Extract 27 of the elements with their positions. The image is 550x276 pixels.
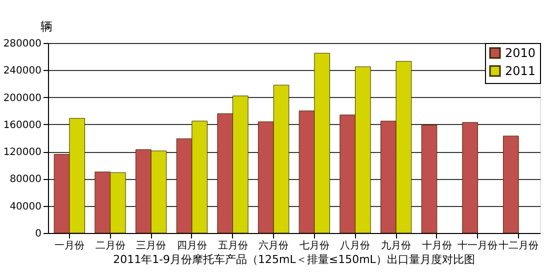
y-tick-label: 280000 [3, 38, 42, 50]
text: 2011年1-9月份摩托车产品（125mL＜排量≤150mL）出口量月度对比图 [113, 253, 475, 266]
y-tick-label: 200000 [3, 92, 42, 104]
y-tick-label: 80000 [10, 174, 42, 186]
x-tick-label: 六月份 [258, 240, 289, 252]
x-tick-label: 十二月份 [498, 240, 539, 252]
y-tick-label: 120000 [3, 147, 42, 158]
y-tick-label: 160000 [3, 120, 42, 131]
x-tick-label: 三月份 [136, 240, 166, 252]
x-tick-label: 十一月份 [458, 240, 498, 252]
legend-label: 2011 [505, 64, 536, 78]
bar [503, 136, 519, 234]
x-tick-label: 五月份 [218, 240, 248, 252]
y-axis-title: 辆 [40, 20, 52, 34]
x-tick-label: 二月份 [95, 240, 126, 252]
x-tick-label: 一月份 [54, 240, 84, 252]
x-tick-label: 七月份 [299, 240, 330, 252]
y-tick-label: 0 [35, 228, 42, 240]
x-tick-label: 八月份 [340, 240, 370, 252]
y-tick-label: 240000 [3, 66, 42, 77]
legend-label: 2010 [505, 46, 536, 60]
x-tick-label: 九月份 [381, 240, 412, 252]
x-tick-label: 四月份 [176, 240, 207, 252]
y-tick-label: 40000 [10, 201, 42, 212]
x-tick-label: 十月份 [422, 240, 452, 252]
bar [421, 124, 438, 234]
bar [462, 122, 478, 234]
